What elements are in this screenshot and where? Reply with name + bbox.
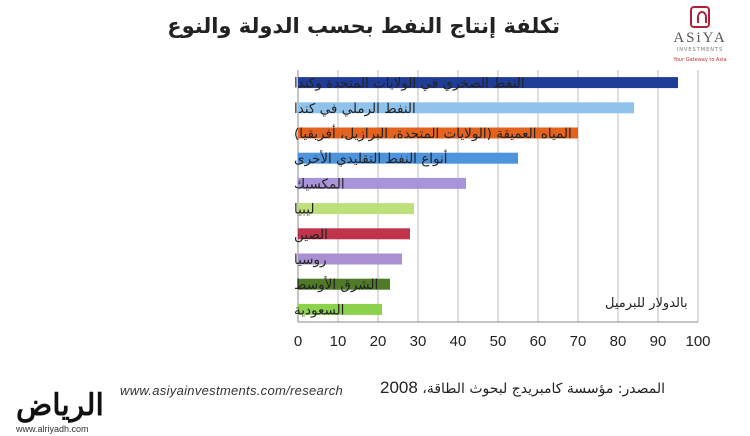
- x-tick-label: 80: [610, 333, 627, 350]
- bar: [298, 203, 414, 215]
- category-label: المياه العميقة (الولايات المتحدة، البراز…: [294, 124, 572, 142]
- category-label: الصين: [294, 227, 328, 243]
- bar: [298, 278, 390, 290]
- category-label: روسيا: [294, 252, 327, 268]
- bar: [298, 228, 410, 240]
- x-tick-label: 60: [530, 333, 547, 350]
- category-label: السعودية: [294, 302, 344, 318]
- category-label: المكسيك: [294, 176, 345, 192]
- unit-label: بالدولار للبرميل: [605, 296, 688, 311]
- bar: [298, 177, 466, 189]
- bar: [298, 303, 382, 315]
- x-tick-label: 100: [685, 333, 710, 350]
- asiya-logo: ASiYA INVESTMENTS Your Gateway to Asia: [664, 6, 736, 74]
- category-label: الشرق الأوسط: [294, 276, 378, 293]
- x-tick-label: 30: [410, 333, 427, 350]
- bar: [298, 77, 678, 89]
- x-tick-label: 40: [450, 333, 467, 350]
- watermark: الرياض www.alriyadh.com: [8, 388, 128, 434]
- category-label: أنواع النفط التقليدي الأخرى: [294, 149, 448, 167]
- chart-title: تكلفة إنتاج النفط بحسب الدولة والنوع: [167, 14, 560, 38]
- category-label: النفط الصخري في الولايات المتحدة وكندا: [294, 76, 525, 92]
- source-year: 2008: [380, 378, 418, 397]
- logo-name: ASiYA: [673, 30, 727, 46]
- source-note: المصدر: مؤسسة كامبريدج لبحوث الطاقة، 200…: [380, 378, 665, 398]
- category-label: ليبيا: [294, 202, 314, 218]
- bar: [298, 253, 402, 265]
- x-tick-label: 20: [370, 333, 387, 350]
- bar: [298, 127, 578, 139]
- asiya-logo-icon: [690, 6, 710, 28]
- x-tick-label: 70: [570, 333, 587, 350]
- bar: [298, 152, 518, 164]
- source-text: المصدر: مؤسسة كامبريدج لبحوث الطاقة،: [422, 381, 665, 397]
- bar: [298, 102, 634, 114]
- x-tick-label: 10: [330, 333, 347, 350]
- logo-subtitle: INVESTMENTS: [676, 47, 724, 53]
- watermark-name: الرياض: [16, 388, 104, 423]
- x-tick-label: 0: [294, 333, 302, 350]
- watermark-site: www.alriyadh.com: [16, 424, 89, 434]
- x-tick-label: 90: [650, 333, 667, 350]
- category-label: النفط الرملي في كندا: [294, 101, 416, 117]
- logo-tagline: Your Gateway to Asia: [673, 57, 727, 63]
- x-tick-label: 50: [490, 333, 507, 350]
- research-url[interactable]: www.asiyainvestments.com/research: [120, 383, 344, 398]
